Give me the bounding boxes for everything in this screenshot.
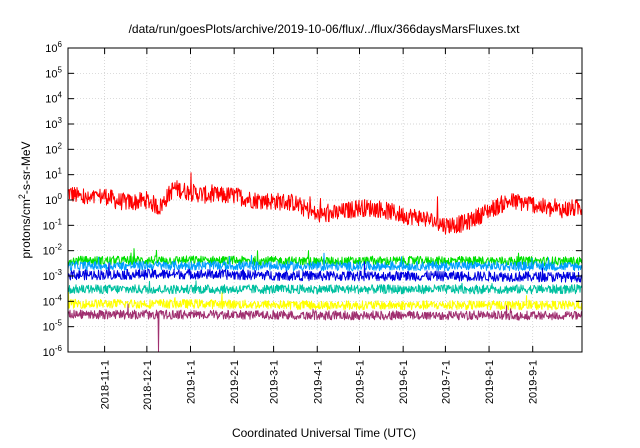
y-tick-label: 10-5	[43, 319, 63, 334]
y-tick-label: 10-2	[43, 243, 63, 258]
y-tick-label: 106	[45, 40, 62, 55]
y-tick-base: 10	[43, 296, 55, 308]
x-tick-label: 2019-5-1	[355, 360, 367, 404]
series-line-5	[67, 261, 583, 283]
y-tick-exponent: 5	[58, 65, 63, 74]
x-tick-label: 2019-3-1	[269, 360, 281, 404]
y-tick-exponent: -3	[55, 268, 63, 277]
y-tick-base: 10	[45, 144, 57, 156]
y-tick-exponent: -5	[55, 319, 63, 328]
y-tick-base: 10	[43, 322, 55, 334]
y-tick-label: 102	[45, 141, 62, 156]
series-layer	[67, 172, 583, 353]
y-tick-exponent: 0	[58, 192, 63, 201]
x-tick-label: 2018-12-1	[142, 360, 154, 410]
y-axis-title-prefix: protons/cm	[19, 199, 33, 258]
y-tick-exponent: 1	[58, 167, 63, 176]
series-line-3	[67, 252, 583, 272]
y-tick-label: 104	[45, 91, 62, 106]
plot-frame	[67, 47, 583, 353]
x-tick-labels: 2018-11-1 2018-12-1 2019-1-1 2019-2-1 2019-3…	[100, 360, 540, 410]
y-tick-base: 10	[43, 271, 55, 283]
series-line-1	[67, 172, 583, 235]
x-tick-label: 2019-7-1	[440, 360, 452, 404]
y-tick-label: 10-3	[43, 268, 63, 283]
y-axis-title-superscript: 2	[17, 194, 27, 199]
x-tick-label: 2019-9-1	[528, 360, 540, 404]
y-tick-base: 10	[45, 119, 57, 131]
y-tick-base: 10	[45, 68, 57, 80]
y-tick-base: 10	[43, 246, 55, 258]
series-line-6	[67, 291, 583, 311]
y-tick-base: 10	[43, 220, 55, 232]
x-tick-label: 2019-1-1	[186, 360, 198, 404]
x-tick-label: 2019-6-1	[398, 360, 410, 404]
y-tick-base: 10	[43, 347, 55, 359]
y-tick-base: 10	[45, 170, 57, 182]
y-tick-exponent: -1	[55, 217, 63, 226]
y-tick-exponent: 4	[58, 91, 63, 100]
y-tick-base: 10	[45, 94, 57, 106]
y-tick-base: 10	[45, 195, 57, 207]
x-tick-label: 2019-2-1	[229, 360, 241, 404]
y-tick-label: 10-1	[43, 217, 63, 232]
y-axis-title: protons/cm2-s-sr-MeV	[17, 141, 33, 258]
y-tick-exponent: 6	[58, 40, 63, 49]
y-tick-label: 101	[45, 167, 62, 182]
chart-title: /data/run/goesPlots/archive/2019-10-06/f…	[129, 22, 521, 36]
x-tick-label: 2019-8-1	[484, 360, 496, 404]
y-tick-label: 100	[45, 192, 62, 207]
x-tick-label: 2019-4-1	[312, 360, 324, 404]
series-line-7	[67, 303, 583, 353]
y-tick-label: 103	[45, 116, 62, 131]
y-axis-title-suffix: -s-sr-MeV	[19, 141, 33, 194]
y-tick-label: 10-6	[43, 344, 63, 359]
y-tick-base: 10	[45, 43, 57, 55]
x-axis-title: Coordinated Universal Time (UTC)	[232, 426, 416, 440]
x-tick-label: 2018-11-1	[100, 360, 112, 409]
y-tick-label: 105	[45, 65, 62, 80]
y-tick-exponent: -6	[55, 344, 63, 353]
series-line-2	[67, 248, 583, 267]
y-tick-exponent: 3	[58, 116, 63, 125]
y-tick-exponent: -4	[55, 293, 63, 302]
y-tick-labels: 10-610-510-410-310-210-11001011021031041…	[43, 40, 63, 359]
y-tick-exponent: -2	[55, 243, 63, 252]
series-line-4	[67, 280, 583, 295]
y-tick-label: 10-4	[43, 293, 63, 308]
y-tick-exponent: 2	[58, 141, 63, 150]
